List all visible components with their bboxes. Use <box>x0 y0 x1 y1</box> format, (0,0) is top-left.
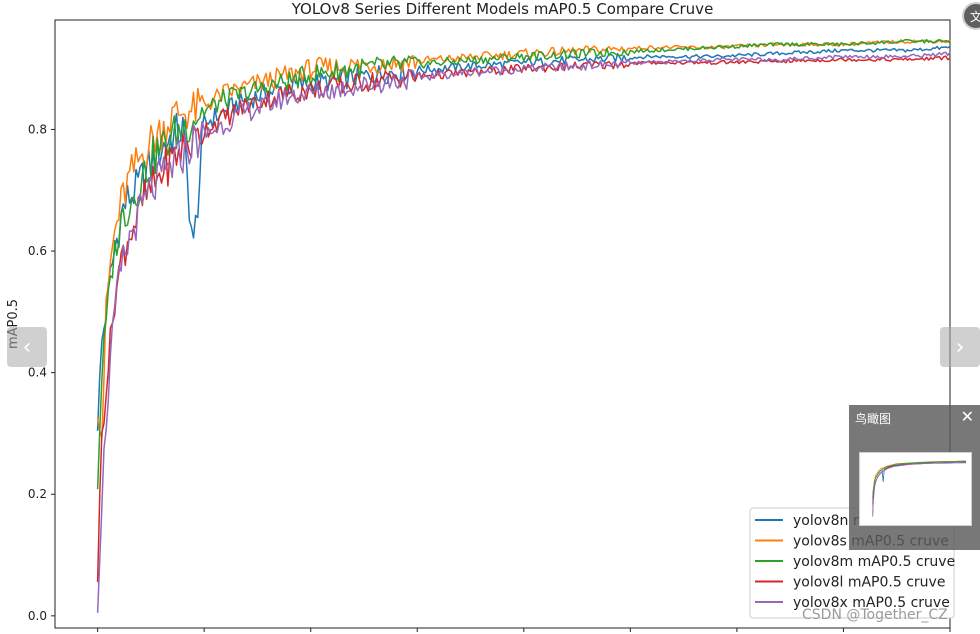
next-image-button[interactable]: › <box>940 327 980 367</box>
legend-label: yolov8l mAP0.5 cruve <box>793 575 945 591</box>
translate-icon: 文 <box>969 9 980 24</box>
minimap-thumbnail[interactable] <box>859 452 972 526</box>
legend-label: yolov8x mAP0.5 cruve <box>793 595 950 611</box>
minimap-series-line <box>872 461 967 517</box>
chevron-right-icon: › <box>955 334 965 360</box>
y-tick-label: 0.2 <box>28 487 47 501</box>
y-tick-label: 0.8 <box>28 122 47 136</box>
series-line-5 <box>96 51 951 613</box>
translate-button[interactable]: 文 <box>962 2 980 30</box>
legend-label: yolov8m mAP0.5 cruve <box>793 554 955 570</box>
watermark: CSDN @Together_CZ <box>802 607 948 623</box>
minimap-series-line <box>872 462 967 514</box>
minimap-series-line <box>872 460 966 505</box>
y-tick-label: 0.0 <box>28 609 47 623</box>
previous-image-button[interactable]: ‹ <box>7 327 47 367</box>
chevron-left-icon: ‹ <box>22 334 32 360</box>
minimap-panel: 鸟瞰图 ✕ <box>849 405 980 550</box>
chart-title: YOLOv8 Series Different Models mAP0.5 Co… <box>291 0 714 18</box>
series-line-3 <box>96 38 951 490</box>
minimap-close-icon[interactable]: ✕ <box>960 407 974 426</box>
y-tick-label: 0.4 <box>28 366 47 380</box>
y-tick-label: 0.6 <box>28 244 47 258</box>
minimap-chart <box>872 460 967 517</box>
minimap-title: 鸟瞰图 <box>855 412 892 426</box>
